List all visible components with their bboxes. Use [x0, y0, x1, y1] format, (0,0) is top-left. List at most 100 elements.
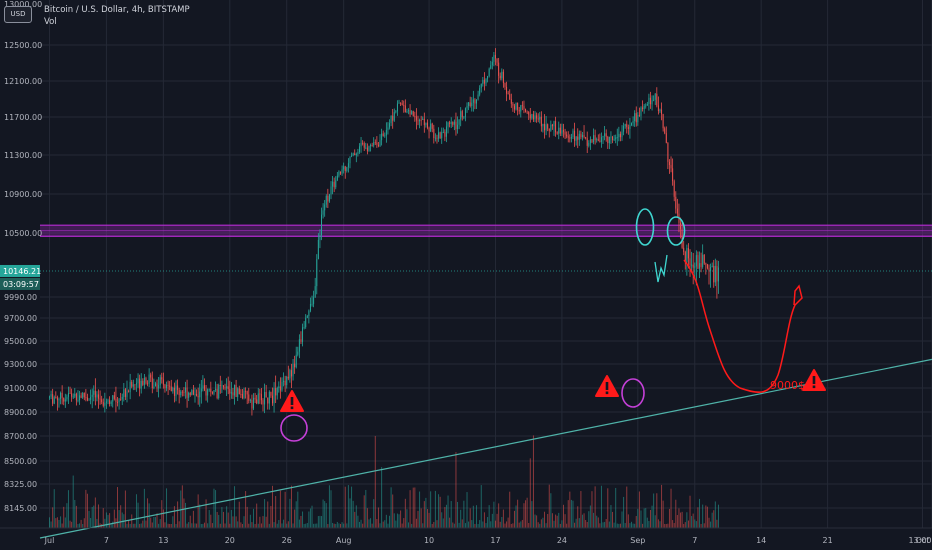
- volume-bar: [143, 488, 145, 528]
- volume-bar: [452, 522, 454, 528]
- candle: [194, 393, 196, 395]
- volume-bar: [254, 523, 256, 528]
- volume-bar: [555, 514, 557, 528]
- candle: [313, 297, 315, 304]
- time-tick-label: 26: [282, 536, 292, 545]
- volume-bar: [360, 519, 362, 528]
- volume-bar: [140, 523, 142, 528]
- volume-bar: [52, 507, 54, 528]
- volume-bar: [196, 523, 198, 528]
- volume-bar: [147, 498, 149, 528]
- candle: [713, 265, 715, 283]
- candle: [243, 390, 245, 399]
- volume-bar: [374, 435, 376, 528]
- candle: [523, 106, 525, 109]
- volume-bar: [211, 523, 213, 528]
- candle: [521, 105, 523, 107]
- volume-bar: [566, 523, 568, 528]
- time-tick-label: Jul: [44, 536, 55, 545]
- candle: [368, 146, 370, 152]
- candle: [50, 394, 52, 397]
- candle: [615, 137, 617, 140]
- candle: [321, 214, 323, 236]
- candle: [447, 122, 449, 127]
- candle: [384, 135, 386, 137]
- candle: [175, 385, 177, 396]
- volume-bar: [468, 521, 470, 528]
- candle: [393, 112, 395, 121]
- candle: [330, 186, 332, 195]
- volume-bar: [509, 491, 511, 528]
- candle: [121, 396, 123, 400]
- volume-bar: [142, 520, 144, 528]
- candle: [290, 370, 292, 377]
- volume-bar: [428, 512, 430, 528]
- candle: [431, 123, 433, 129]
- candle: [189, 392, 191, 395]
- volume-bar: [599, 523, 601, 528]
- candle: [98, 394, 100, 399]
- volume-bar: [77, 523, 79, 528]
- candle: [570, 137, 572, 139]
- volume-bar: [629, 523, 631, 528]
- candle: [699, 263, 701, 269]
- volume-bar: [237, 521, 239, 528]
- candle: [377, 144, 379, 146]
- volume-bar: [259, 516, 261, 528]
- candle: [94, 390, 96, 398]
- volume-bar: [430, 491, 432, 528]
- candle: [205, 390, 207, 396]
- resistance-zone: [40, 224, 932, 237]
- volume-bar: [711, 512, 713, 528]
- volume-bar: [389, 515, 391, 528]
- volume-bar: [120, 505, 122, 528]
- volume-bar: [74, 499, 76, 528]
- candle: [118, 399, 120, 403]
- candle: [665, 133, 667, 143]
- candle: [158, 385, 160, 389]
- candle: [643, 105, 645, 110]
- volume-bars: [48, 435, 719, 528]
- current-price-value: 10146.21: [3, 267, 41, 276]
- candle: [110, 401, 112, 404]
- time-tick-label: 14: [756, 536, 766, 545]
- volume-bar: [431, 523, 433, 528]
- candle: [638, 115, 640, 116]
- volume-bar: [368, 519, 370, 528]
- volume-bar: [463, 500, 465, 528]
- candle: [706, 264, 708, 269]
- candle: [60, 392, 62, 400]
- candle: [618, 133, 620, 138]
- volume-bar: [615, 487, 617, 528]
- candle: [140, 380, 142, 389]
- grid: [40, 0, 932, 528]
- volume-bar: [354, 511, 356, 528]
- candle: [518, 109, 520, 112]
- candle: [491, 61, 493, 66]
- volume-bar: [169, 523, 171, 528]
- candle: [147, 383, 149, 385]
- volume-bar: [507, 517, 509, 528]
- volume-bar: [556, 515, 558, 528]
- candle: [540, 116, 542, 127]
- volume-bar: [377, 507, 379, 528]
- candle: [683, 247, 685, 252]
- volume-bar: [482, 521, 484, 528]
- candle: [308, 310, 310, 317]
- volume-bar: [208, 510, 210, 528]
- time-tick-label: 21: [823, 536, 833, 545]
- candle: [680, 222, 682, 230]
- candle: [515, 102, 517, 110]
- candle: [316, 259, 318, 287]
- currency-badge[interactable]: USD: [4, 6, 32, 23]
- price-tick-label: 8500.00: [4, 457, 37, 466]
- volume-bar: [499, 521, 501, 528]
- candle: [708, 268, 710, 272]
- candle: [591, 139, 593, 143]
- circle-annotation-cyan: [666, 216, 686, 246]
- candle: [651, 100, 653, 105]
- candle: [430, 123, 432, 132]
- candle: [711, 265, 713, 268]
- candle: [178, 389, 180, 396]
